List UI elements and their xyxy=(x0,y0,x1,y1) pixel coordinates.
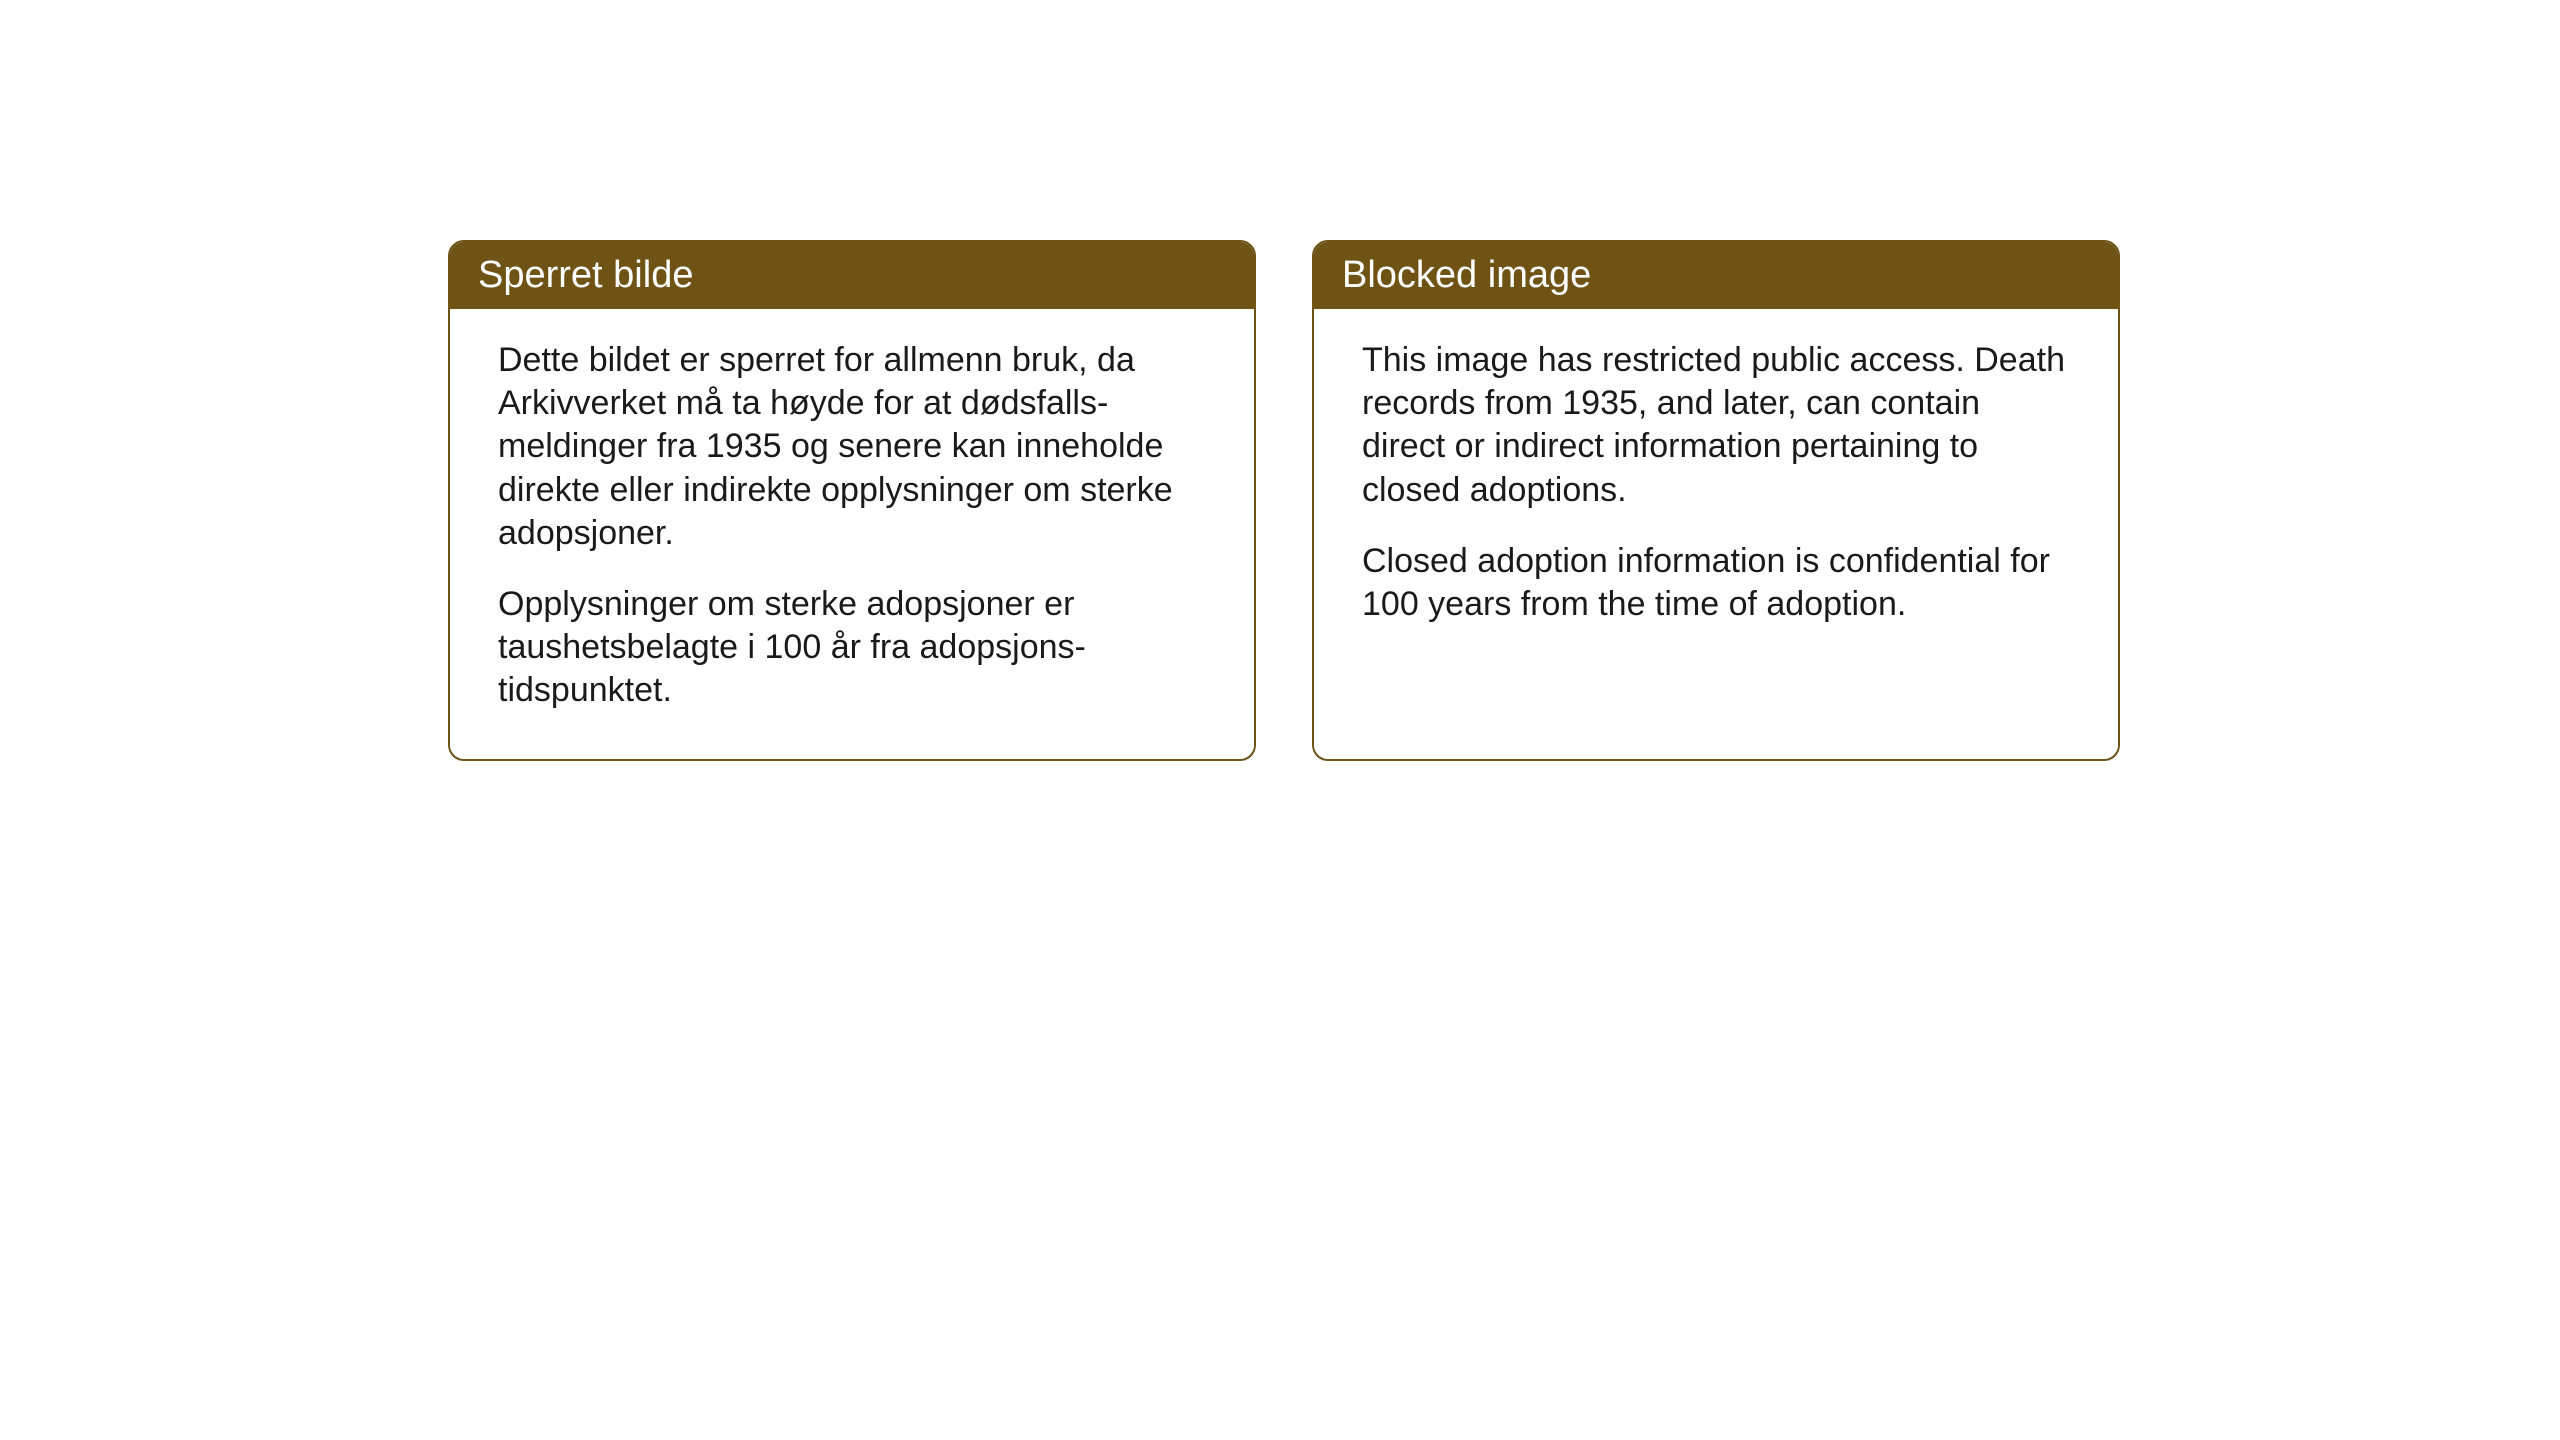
card-header-norwegian: Sperret bilde xyxy=(450,242,1254,309)
notice-card-norwegian: Sperret bilde Dette bildet er sperret fo… xyxy=(448,240,1256,761)
notice-container: Sperret bilde Dette bildet er sperret fo… xyxy=(0,0,2560,761)
card-title-english: Blocked image xyxy=(1342,254,1591,296)
paragraph-1-norwegian: Dette bildet er sperret for allmenn bruk… xyxy=(498,339,1206,555)
paragraph-2-english: Closed adoption information is confident… xyxy=(1362,540,2070,626)
card-title-norwegian: Sperret bilde xyxy=(478,254,693,296)
card-header-english: Blocked image xyxy=(1314,242,2118,309)
card-body-norwegian: Dette bildet er sperret for allmenn bruk… xyxy=(450,309,1254,759)
paragraph-1-english: This image has restricted public access.… xyxy=(1362,339,2070,512)
paragraph-2-norwegian: Opplysninger om sterke adopsjoner er tau… xyxy=(498,583,1206,713)
card-body-english: This image has restricted public access.… xyxy=(1314,309,2118,759)
notice-card-english: Blocked image This image has restricted … xyxy=(1312,240,2120,761)
